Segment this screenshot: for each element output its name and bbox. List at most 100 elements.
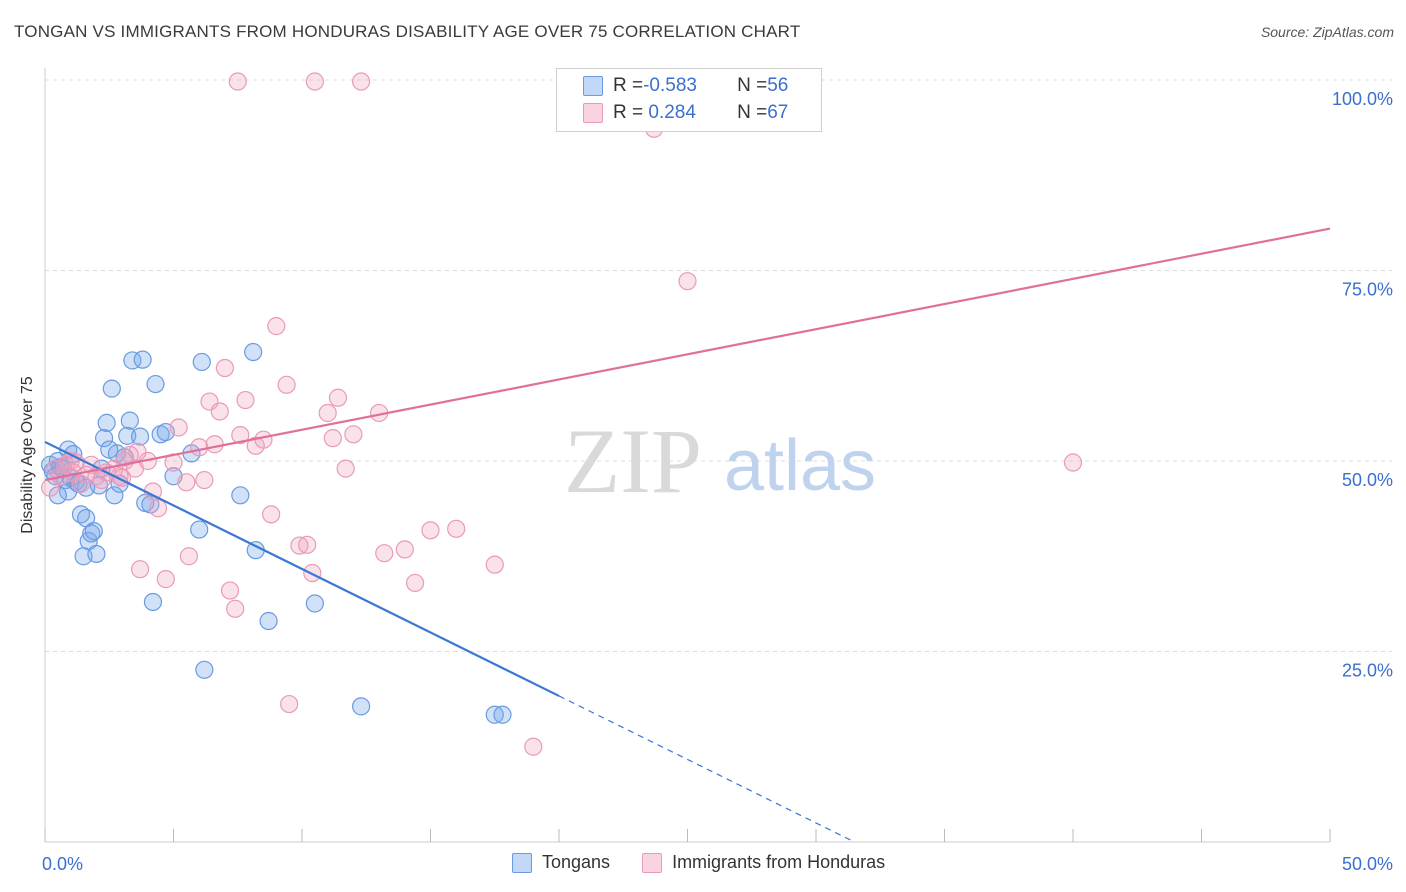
source-label: Source: ZipAtlas.com — [1260, 24, 1394, 40]
legend-r-value: 0.284 — [643, 102, 696, 123]
point-tongans — [195, 660, 214, 679]
chart-title: TONGAN VS IMMIGRANTS FROM HONDURAS DISAB… — [14, 22, 801, 41]
legend-r-label: R = — [613, 102, 644, 123]
axes — [44, 68, 1331, 843]
point-honduras — [205, 435, 224, 454]
point-tongans — [231, 486, 250, 505]
legend-swatch-blue — [583, 76, 603, 96]
series-legend: Tongans Immigrants from Honduras — [512, 852, 917, 873]
point-honduras — [375, 544, 394, 563]
point-tongans — [84, 522, 103, 541]
y-tick-label: 50.0% — [1342, 470, 1393, 490]
point-honduras — [395, 540, 414, 559]
point-honduras — [177, 473, 196, 492]
point-honduras — [328, 388, 348, 407]
legend-n-label: N = — [737, 75, 768, 96]
point-tongans — [118, 426, 137, 445]
point-honduras — [336, 459, 355, 478]
point-honduras — [71, 474, 91, 493]
x-tick-label: 50.0% — [1342, 854, 1393, 874]
point-tongans — [244, 342, 263, 362]
trend-line-tongans-extension — [558, 695, 855, 843]
x-tick-label: 0.0% — [42, 854, 83, 874]
point-tongans — [192, 352, 211, 372]
legend-swatch-blue — [512, 852, 532, 873]
point-tongans — [105, 486, 124, 505]
point-honduras — [267, 317, 286, 336]
point-honduras — [231, 425, 250, 445]
legend-swatch-pink — [642, 852, 663, 873]
point-honduras — [210, 402, 229, 421]
correlation-legend: R = -0.583 N = 56 R = 0.284 N = 67 — [556, 68, 822, 132]
point-honduras — [344, 425, 363, 444]
legend-swatch-pink — [583, 103, 603, 123]
point-tongans — [259, 611, 278, 631]
point-tongans — [97, 413, 116, 432]
trend-lines — [44, 227, 1331, 843]
point-tongans — [102, 379, 121, 398]
point-tongans — [493, 705, 512, 724]
legend-item-honduras: Immigrants from Honduras — [642, 852, 885, 873]
y-tick-label: 100.0% — [1332, 89, 1393, 109]
point-tongans — [48, 486, 67, 505]
point-honduras — [485, 555, 504, 574]
point-tongans — [130, 427, 150, 446]
watermark-atlas: atlas — [724, 426, 876, 506]
point-honduras — [220, 581, 240, 600]
point-honduras — [421, 521, 440, 540]
point-honduras — [190, 438, 209, 457]
point-tongans — [133, 350, 152, 369]
legend-r-label: R = — [613, 75, 644, 96]
point-honduras — [156, 570, 175, 589]
point-tongans — [120, 411, 139, 430]
point-tongans — [87, 544, 106, 564]
point-honduras — [169, 418, 188, 437]
point-honduras — [254, 430, 273, 449]
point-honduras — [130, 560, 150, 579]
point-honduras — [678, 272, 697, 291]
point-honduras — [148, 499, 168, 518]
point-tongans — [123, 351, 142, 370]
point-honduras — [262, 505, 281, 524]
legend-r-value: -0.583 — [643, 75, 697, 96]
y-tick-label: 25.0% — [1342, 661, 1393, 681]
tick-labels: 25.0% 50.0% 75.0% 100.0% 0.0% 50.0% — [42, 89, 1393, 874]
point-tongans — [143, 592, 163, 612]
point-honduras — [298, 535, 317, 554]
point-honduras — [405, 573, 425, 593]
point-honduras — [1063, 453, 1083, 472]
point-honduras — [352, 72, 371, 91]
y-tick-label: 75.0% — [1342, 280, 1393, 300]
series-tongans — [41, 342, 512, 724]
point-honduras — [195, 470, 214, 490]
point-honduras — [447, 519, 466, 538]
watermark-zip: ZIP — [564, 410, 702, 512]
legend-item-tongans: Tongans — [512, 852, 610, 873]
series-honduras — [41, 72, 1083, 756]
legend-row-tongans: R = -0.583 N = 56 — [583, 73, 788, 99]
point-honduras — [179, 547, 199, 566]
point-honduras — [236, 390, 255, 410]
point-honduras — [128, 442, 147, 461]
legend-n-value: 67 — [767, 102, 789, 123]
point-tongans — [485, 705, 504, 724]
point-honduras — [305, 72, 324, 91]
point-honduras — [280, 694, 299, 714]
legend-n-label: N = — [737, 102, 768, 123]
legend-row-honduras: R = 0.284 N = 67 — [583, 100, 788, 126]
point-honduras — [290, 536, 309, 555]
point-honduras — [318, 403, 337, 423]
point-tongans — [305, 594, 324, 613]
trend-line-honduras — [44, 227, 1331, 482]
watermark: ZIP atlas — [564, 410, 876, 512]
point-tongans — [146, 374, 165, 394]
point-honduras — [228, 72, 247, 91]
point-honduras — [323, 429, 342, 448]
point-tongans — [190, 520, 209, 539]
point-honduras — [524, 737, 543, 756]
legend-label-honduras: Immigrants from Honduras — [672, 852, 886, 872]
point-honduras — [277, 375, 296, 394]
legend-n-value: 56 — [767, 75, 789, 96]
point-tongans — [95, 429, 114, 448]
